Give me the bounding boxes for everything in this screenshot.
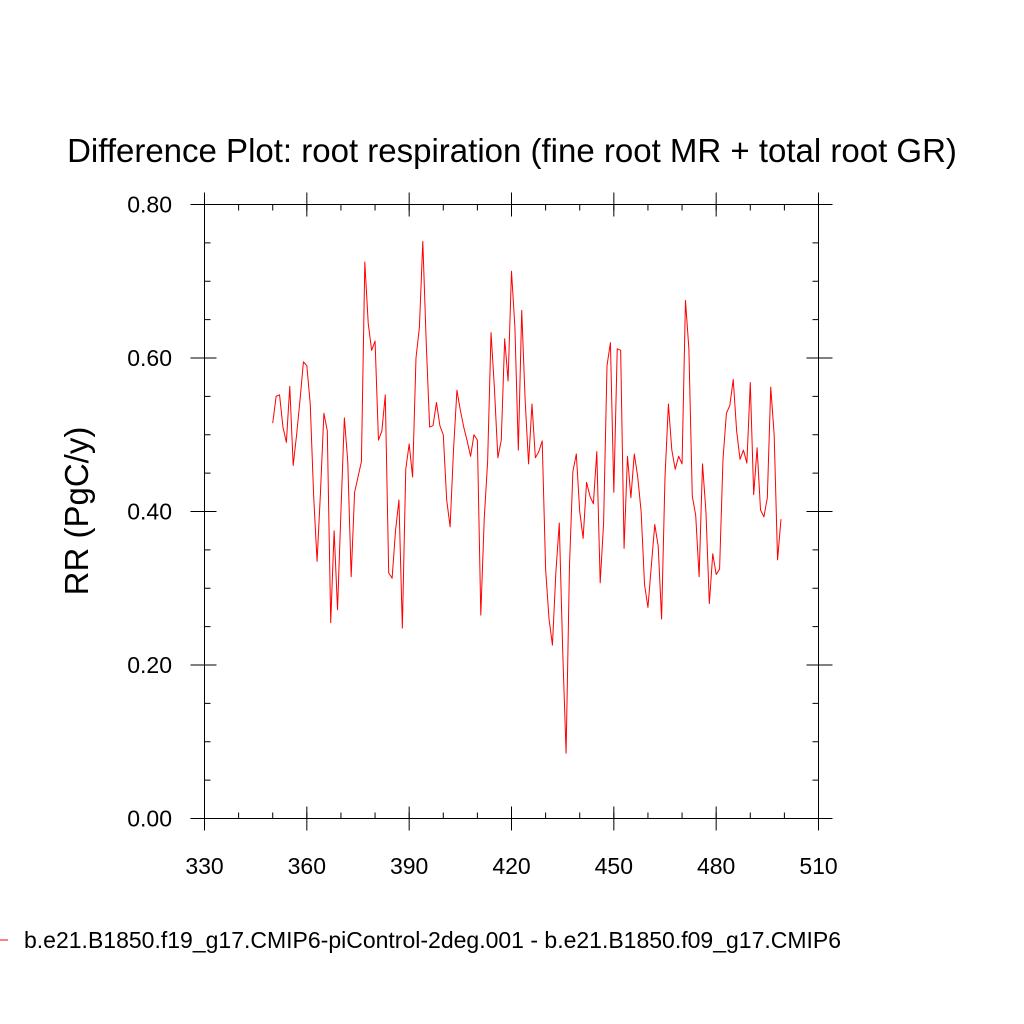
x-tick-labels: 330 360 390 420 450 480 510 [185, 853, 837, 879]
x-tick-label: 510 [799, 853, 837, 879]
x-tick-label: 360 [288, 853, 326, 879]
chart-title: Difference Plot: root respiration (fine … [67, 132, 957, 169]
x-tick-label: 390 [390, 853, 428, 879]
y-tick-label: 0.00 [127, 806, 172, 832]
legend: b.e21.B1850.f19_g17.CMIP6-piControl-2deg… [0, 927, 841, 953]
legend-entry-label: b.e21.B1850.f19_g17.CMIP6-piControl-2deg… [24, 927, 841, 953]
y-tick-label: 0.40 [127, 499, 172, 525]
y-tick-label: 0.80 [127, 192, 172, 218]
y-tick-labels: 0.00 0.20 0.40 0.60 0.80 [127, 192, 172, 832]
x-tick-label: 480 [697, 853, 735, 879]
plot-frame [204, 204, 819, 819]
series-group [272, 240, 782, 754]
axis-ticks [190, 192, 833, 831]
x-tick-label: 450 [595, 853, 633, 879]
y-tick-label: 0.20 [127, 652, 172, 678]
x-tick-label: 330 [185, 853, 223, 879]
x-tick-label: 420 [492, 853, 530, 879]
series-line [272, 240, 782, 754]
y-axis-label: RR (PgC/y) [58, 427, 95, 596]
y-tick-label: 0.60 [127, 345, 172, 371]
